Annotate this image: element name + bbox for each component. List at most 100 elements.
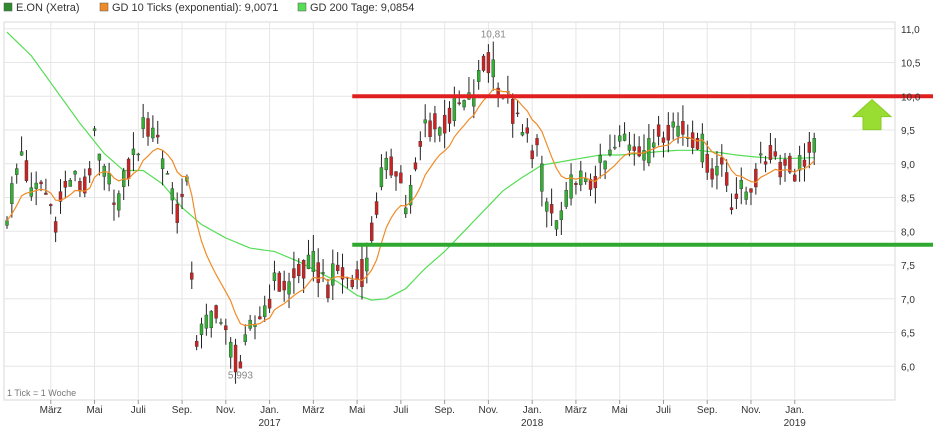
candle-body-down: [44, 192, 48, 195]
legend-swatch: [3, 2, 13, 12]
candle-body-down: [661, 137, 666, 143]
x-tick-label: Nov.: [741, 405, 761, 416]
candle-body-down: [360, 259, 364, 287]
x-tick-label: Jan.: [523, 405, 542, 416]
candle-body-down: [78, 181, 82, 192]
candle: [744, 186, 748, 205]
candle: [190, 261, 194, 290]
candle-body-down: [326, 284, 330, 299]
candle-body-down: [530, 150, 534, 160]
candle-body-down: [87, 168, 92, 176]
price-annotation: 5,993: [228, 371, 253, 382]
legend: E.ON (Xetra) GD 10 Ticks (exponential): 9…: [3, 2, 414, 14]
candle-body-down: [720, 157, 724, 165]
candle: [369, 216, 374, 245]
candle: [515, 100, 520, 117]
candle-body-down: [763, 161, 768, 165]
candle-body-down: [49, 204, 53, 207]
candle-body-up: [384, 157, 388, 171]
price-annotation: 10,81: [481, 30, 506, 41]
candle: [399, 165, 403, 184]
candle-body-up: [321, 272, 325, 274]
legend-label: E.ON (Xetra): [16, 2, 80, 14]
candle-body-down: [267, 298, 272, 309]
candle: [438, 126, 442, 142]
candle-body-down: [666, 124, 671, 141]
candle: [394, 171, 398, 191]
candle-body-up: [117, 193, 121, 211]
candle-body-up: [107, 173, 111, 185]
candle-body-down: [335, 264, 340, 271]
candle-body-up: [569, 174, 573, 199]
candle: [326, 279, 330, 303]
candle-body-down: [156, 134, 160, 138]
candle: [608, 134, 612, 157]
candle-body-down: [593, 176, 598, 189]
candle-body-up: [540, 163, 544, 192]
candle: [219, 318, 223, 326]
y-tick-label: 9,5: [901, 126, 915, 137]
candle-body-up: [452, 96, 457, 121]
candle: [481, 54, 486, 73]
candle: [224, 318, 228, 345]
candle-body-down: [681, 121, 685, 135]
candle: [34, 171, 38, 206]
candle: [476, 59, 481, 90]
candle-body-down: [58, 191, 63, 202]
candle-body-down: [301, 259, 306, 279]
candle: [384, 151, 388, 179]
candle-body-up: [10, 183, 14, 204]
candle-body-down: [399, 172, 403, 184]
candle: [19, 136, 24, 156]
candle-body-down: [340, 267, 345, 280]
candle: [107, 162, 111, 192]
candle-body-up: [19, 151, 24, 156]
grid: [4, 22, 895, 400]
candle-body-down: [695, 137, 700, 150]
candle-body-down: [413, 162, 418, 170]
candle-body-down: [724, 172, 729, 186]
candle: [92, 126, 97, 137]
candle: [243, 324, 247, 346]
candle: [374, 192, 379, 219]
candle: [214, 304, 218, 324]
candle: [156, 120, 160, 144]
candle: [520, 124, 525, 137]
candle: [170, 182, 175, 215]
ema-polyline: [6, 88, 815, 327]
candle-body-down: [705, 153, 709, 173]
candle-body-down: [146, 118, 150, 137]
candle-body-down: [457, 102, 461, 105]
candle-body-up: [136, 153, 140, 156]
candle-body-down: [433, 113, 437, 130]
legend-item: E.ON (Xetra): [3, 2, 80, 14]
candle-body-up: [92, 128, 97, 131]
x-tick-label: Juli: [656, 405, 671, 416]
candle: [511, 93, 515, 138]
candle-body-down: [511, 98, 515, 124]
candle: [335, 252, 340, 275]
candle-body-down: [515, 112, 520, 115]
candle: [350, 274, 354, 290]
candle: [574, 181, 578, 195]
candle-body-down: [481, 55, 486, 71]
candle: [87, 161, 92, 183]
candle-body-up: [263, 305, 267, 317]
candle: [486, 44, 491, 83]
candle: [297, 258, 301, 284]
candle: [583, 172, 588, 185]
candle-body-down: [768, 145, 773, 160]
candle-body-down: [374, 201, 379, 215]
candle: [433, 105, 437, 143]
x-tick-label: März: [40, 405, 62, 416]
candle: [778, 154, 782, 185]
candle-body-down: [233, 344, 238, 373]
candle-body-up: [622, 133, 627, 141]
candle: [209, 310, 213, 338]
candle: [491, 41, 495, 91]
candle-body-up: [438, 127, 442, 136]
year-label: 2019: [784, 418, 807, 429]
candle-body-up: [131, 148, 136, 155]
y-tick-label: 8,5: [901, 194, 915, 205]
candle-body-down: [656, 124, 661, 137]
